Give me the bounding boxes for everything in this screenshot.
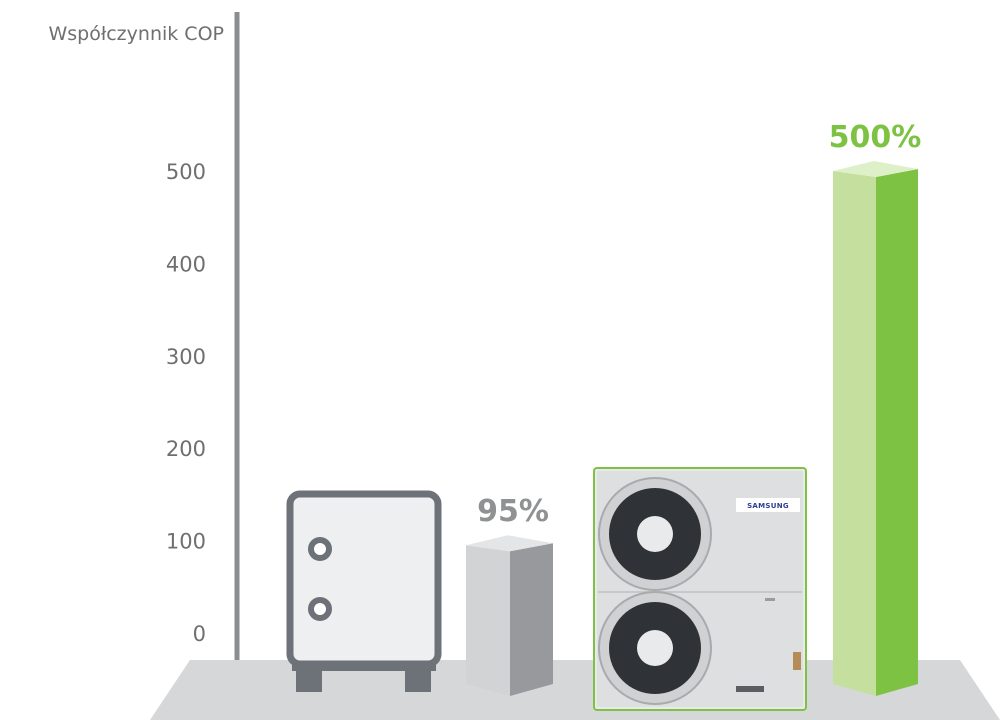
value-label-boiler: 95% [477, 494, 549, 529]
y-tick-label-300: 300 [166, 345, 206, 369]
y-tick-label-100: 100 [166, 530, 206, 554]
y-axis-ticks: 0 100 200 300 400 500 [166, 160, 206, 646]
bar-boiler-front [466, 545, 510, 696]
bar-boiler [466, 535, 553, 696]
bar-heat-pump-front [833, 171, 876, 696]
y-tick-label-200: 200 [166, 437, 206, 461]
bar-heat-pump [833, 161, 918, 696]
heat-pump-unit-icon: SAMSUNG [593, 467, 807, 711]
boiler-icon [286, 490, 442, 692]
bar-boiler-side [510, 543, 553, 696]
bar-heat-pump-side [876, 169, 918, 696]
y-axis-label: Współczynnik COP [48, 23, 224, 45]
bar-heat-pump-top [833, 161, 918, 177]
y-tick-label-500: 500 [166, 160, 206, 184]
y-tick-label-400: 400 [166, 252, 206, 276]
bar-boiler-top [466, 535, 553, 552]
value-label-heat-pump: 500% [829, 120, 922, 155]
y-tick-label-0: 0 [193, 622, 206, 646]
brand-logo-text: SAMSUNG [747, 502, 789, 510]
